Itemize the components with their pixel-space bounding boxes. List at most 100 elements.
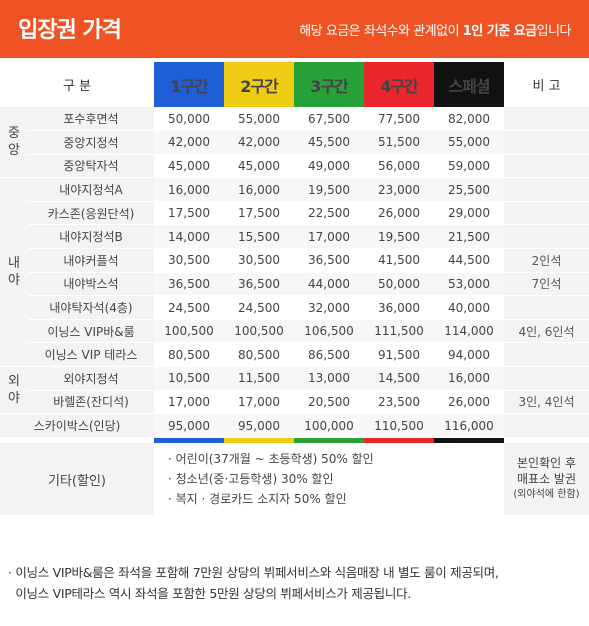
price-table: 구 분 1구간 2구간 3구간 4구간 스페셜 비 고 중 앙 포수후면석 50,0… [0,62,589,516]
col-header-zone-3: 3구간 [294,62,364,107]
table-row: 내야지정석B 14,000 15,500 17,000 19,500 21,500 [0,224,589,250]
stripe-zone-3 [294,437,364,444]
table-row: 이닝스 VIP바&룸 100,500 100,500 106,500 111,500 11… [0,319,589,344]
price-cell: 114,000 [434,319,504,344]
discount-note-line-3: (외야석에 한함) [513,489,580,501]
note-cell: 7인석 [504,272,589,297]
group-label: 외 야 [0,366,28,415]
group-label: 내 야 [0,177,28,368]
price-cell: 21,500 [434,224,504,250]
price-cell: 16,000 [224,177,294,202]
seat-name: 스카이박스(인당) [0,413,154,438]
price-cell: 19,500 [294,177,364,202]
price-cell: 94,000 [434,342,504,368]
discount-item: · 복지 · 경로카드 소지자 50% 할인 [168,492,347,507]
price-cell: 26,000 [434,390,504,415]
price-cell: 50,000 [364,272,434,297]
header-note-bold: 1인 기준 요금 [462,24,537,39]
price-cell: 26,000 [364,201,434,226]
table-row: 내야박스석 36,500 36,500 44,000 50,000 53,000 7인석 [0,272,589,297]
note-cell: 3인, 4인석 [504,390,589,415]
price-cell: 14,000 [154,224,224,250]
price-cell: 80,500 [224,342,294,368]
stripe-zone-4 [364,437,434,444]
note-cell: 2인석 [504,248,589,273]
price-cell: 17,500 [224,201,294,226]
price-cell: 17,000 [224,390,294,415]
price-cell: 36,500 [294,248,364,273]
table-row: 스카이박스(인당) 95,000 95,000 100,000 110,500 116,0… [0,413,589,438]
note-cell [504,154,589,179]
footnote-line-1: · 이닝스 VIP바&룸은 좌석을 포함해 7만원 상당의 뷔페서비스와 식음매… [8,565,499,580]
seat-name: 내야지정석A [28,177,154,202]
discount-note-line-1: 본인확인 후 [516,456,576,471]
table-row: 중 앙 포수후면석 50,000 55,000 67,500 77,500 82,000 [0,107,589,179]
col-header-category: 구 분 [62,79,92,94]
price-cell: 95,000 [224,413,294,438]
stripe-zone-1 [154,437,224,444]
price-cell: 30,500 [224,248,294,273]
price-cell: 36,000 [364,295,434,320]
discount-item: · 어린이(37개월 ~ 초등학생) 50% 할인 [168,452,374,467]
col-header-note: 비 고 [532,79,561,94]
header-note-prefix: 해당 요금은 좌석수와 관계없이 [299,24,463,39]
note-cell [504,107,589,132]
footnote-line-2: 이닝스 VIP테라스 역시 좌석을 포함한 5만원 상당의 뷔페서비스가 제공됩… [8,586,411,601]
price-cell: 100,500 [224,319,294,344]
table-row: 외 야 외야지정석 10,500 11,500 13,000 14,500 16,000 [0,366,589,415]
price-cell: 19,500 [364,224,434,250]
note-cell [504,366,589,391]
seat-name: 이닝스 VIP 테라스 [28,342,154,368]
table-row: 내 야 내야지정석A 16,000 16,000 19,500 23,000 25,500 [0,177,589,368]
price-cell: 17,000 [294,224,364,250]
discount-note-line-2: 매표소 발권 [516,472,576,487]
price-cell: 10,500 [154,366,224,391]
price-cell: 16,000 [154,177,224,202]
stripe-special [434,437,504,444]
price-cell: 29,000 [434,201,504,226]
price-cell: 40,000 [434,295,504,320]
price-cell: 14,500 [364,366,434,391]
table-row: 중앙탁자석 45,000 45,000 49,000 56,000 59,000 [0,154,589,179]
header-note: 해당 요금은 좌석수와 관계없이 1인 기준 요금입니다 [299,20,571,39]
seat-name: 내야박스석 [28,272,154,297]
price-cell: 23,500 [364,390,434,415]
price-cell: 55,000 [224,107,294,132]
price-cell: 116,000 [434,413,504,438]
price-cell: 41,500 [364,248,434,273]
note-cell [504,130,589,155]
header-banner: 입장권 가격 해당 요금은 좌석수와 관계없이 1인 기준 요금입니다 [0,0,589,58]
price-cell: 25,500 [434,177,504,202]
price-cell: 30,500 [154,248,224,273]
price-cell: 50,000 [154,107,224,132]
note-cell [504,201,589,226]
price-cell: 24,500 [224,295,294,320]
table-header-row: 구 분 1구간 2구간 3구간 4구간 스페셜 비 고 [0,62,589,107]
seat-name: 내야탁자석(4층) [28,295,154,320]
price-cell: 91,500 [364,342,434,368]
note-cell [504,177,589,202]
price-cell: 45,500 [294,130,364,155]
price-cell: 44,500 [434,248,504,273]
price-cell: 49,000 [294,154,364,179]
seat-name: 이닝스 VIP바&룸 [28,319,154,344]
note-cell: 4인, 6인석 [504,319,589,344]
seat-name: 중앙지정석 [28,130,154,155]
footnote: · 이닝스 VIP바&룸은 좌석을 포함해 7만원 상당의 뷔페서비스와 식음매… [8,562,583,604]
price-cell: 24,500 [154,295,224,320]
group-label: 중 앙 [0,107,28,179]
seat-name: 바렐존(잔디석) [28,390,154,415]
table-row: 내야탁자석(4층) 24,500 24,500 32,000 36,000 40,000 [0,295,589,320]
table-row: 내야커플석 30,500 30,500 36,500 41,500 44,500 2인석 [0,248,589,273]
table-row: 이닝스 VIP 테라스 80,500 80,500 86,500 91,500 94,00… [0,342,589,368]
price-cell: 55,000 [434,130,504,155]
stripe-zone-2 [224,437,294,444]
seat-name: 중앙탁자석 [28,154,154,179]
price-cell: 86,500 [294,342,364,368]
price-cell: 13,000 [294,366,364,391]
price-cell: 45,000 [154,154,224,179]
price-cell: 36,500 [224,272,294,297]
price-cell: 53,000 [434,272,504,297]
price-cell: 51,500 [364,130,434,155]
price-cell: 100,500 [154,319,224,344]
